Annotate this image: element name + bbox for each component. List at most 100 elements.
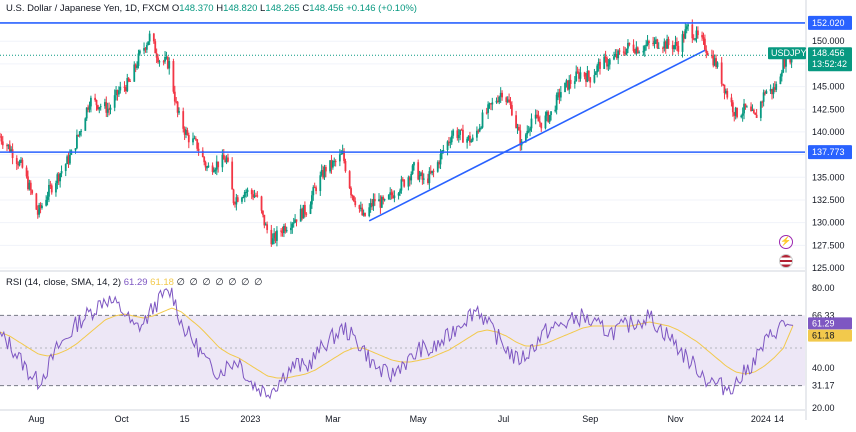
candle-body	[157, 57, 159, 63]
candle-body	[291, 223, 294, 228]
candle-body	[769, 88, 772, 92]
candle-body	[622, 51, 625, 53]
candle-body	[506, 99, 509, 103]
candle-body	[88, 106, 91, 110]
candle-body	[361, 207, 364, 216]
current-price-label: 148.456	[812, 48, 845, 58]
candle-body	[253, 195, 256, 198]
candle-body	[772, 87, 775, 95]
us-flag-icon[interactable]	[779, 254, 793, 268]
candle-body	[428, 171, 431, 184]
candle-body	[358, 205, 361, 209]
candle-body	[677, 45, 680, 52]
candle-body	[324, 167, 327, 172]
candle-body	[236, 197, 239, 202]
candle-body	[785, 52, 787, 67]
candle-body	[734, 107, 737, 116]
candle-body	[7, 144, 10, 147]
candle-body	[703, 38, 706, 50]
candle-body	[17, 163, 20, 166]
candle-body	[39, 204, 42, 208]
candle-body	[194, 138, 197, 140]
candle-body	[340, 153, 343, 155]
candle-body	[250, 189, 253, 195]
candle-body	[165, 56, 168, 58]
candle-body	[389, 192, 392, 195]
candle-body	[550, 111, 552, 115]
candle-body	[683, 34, 685, 39]
candle-body	[421, 172, 424, 180]
candle-body	[302, 204, 305, 219]
candle-body	[499, 92, 502, 97]
rsi-tick-label: 40.00	[812, 363, 835, 373]
candle-body	[264, 224, 267, 226]
candle-body	[469, 135, 471, 143]
candle-body	[59, 173, 62, 182]
candle-body	[64, 164, 67, 172]
candle-body	[69, 154, 71, 164]
candle-body	[569, 79, 572, 84]
candle-body	[231, 161, 234, 190]
candle-body	[201, 150, 204, 158]
candle-body	[508, 99, 510, 103]
price-tick-label: 127.500	[812, 240, 845, 250]
price-grid	[0, 40, 805, 272]
candle-body	[710, 55, 713, 57]
symbol-title: U.S. Dollar / Japanese Yen, 1D, FXCM	[6, 3, 170, 14]
time-tick-label: Mar	[325, 414, 341, 424]
candle-body	[137, 53, 140, 66]
candle-body	[632, 44, 635, 51]
candle-body	[145, 45, 148, 50]
candle-body	[27, 176, 29, 190]
candle-body	[0, 136, 3, 142]
rsi-band-label: 31.17	[812, 381, 835, 391]
candle-body	[694, 38, 696, 40]
candle-body	[154, 41, 157, 54]
candle-body	[442, 150, 445, 152]
current-price-tag	[808, 47, 852, 72]
time-tick-label: 2023	[240, 414, 260, 424]
candle-body	[490, 103, 492, 105]
candle-body	[106, 108, 109, 113]
candle-body	[99, 106, 102, 108]
rsi-line	[0, 287, 794, 400]
candle-body	[49, 184, 52, 186]
candle-body	[315, 187, 317, 192]
candle-body	[575, 71, 578, 82]
candle-body	[246, 189, 249, 192]
candle-body	[178, 111, 180, 113]
symbol-tag-label: USDJPY	[771, 48, 807, 58]
candle-body	[207, 165, 210, 168]
close-label: C	[302, 3, 310, 14]
candle-body	[119, 86, 122, 91]
candle-body	[390, 192, 393, 196]
candle-body	[459, 129, 462, 135]
candle-body	[103, 102, 106, 107]
candle-body	[740, 115, 743, 118]
open-label: O	[171, 3, 180, 14]
candle-body	[255, 195, 257, 197]
candle-body	[548, 114, 551, 122]
candle-body	[495, 100, 498, 103]
candle-body	[411, 165, 414, 174]
candle-body	[105, 102, 108, 113]
candle-body	[362, 212, 365, 216]
candle-body	[175, 101, 178, 103]
candle-body	[587, 71, 590, 78]
candle-body	[642, 50, 645, 53]
candle-body	[664, 41, 667, 49]
candle-body	[662, 47, 664, 49]
candle-body	[773, 87, 776, 90]
candle-body	[187, 135, 190, 143]
candle-body	[124, 87, 127, 92]
candle-body	[476, 130, 478, 138]
candle-body	[56, 174, 59, 184]
candle-body	[488, 103, 491, 105]
flash-icon[interactable]: ⚡	[779, 235, 793, 249]
candle-body	[147, 41, 150, 46]
candle-body	[736, 107, 738, 118]
candle-body	[372, 199, 375, 207]
candle-body	[716, 62, 719, 67]
candle-body	[702, 37, 705, 39]
